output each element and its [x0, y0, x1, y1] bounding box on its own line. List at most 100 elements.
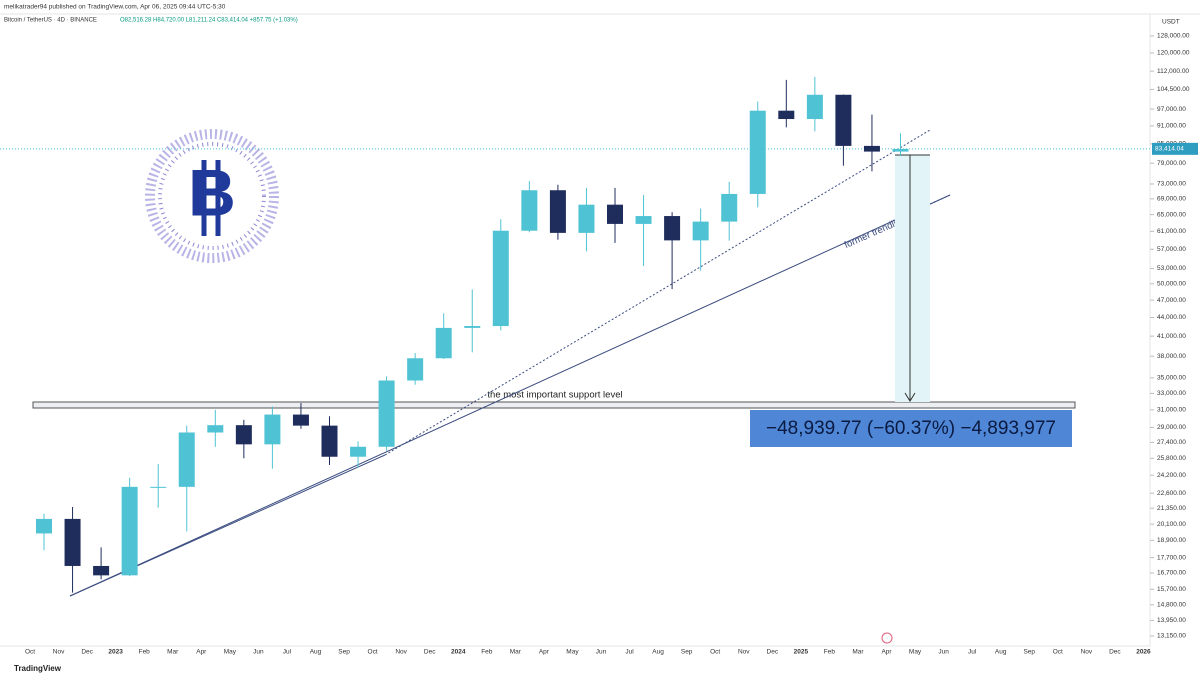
candle-body [607, 204, 623, 224]
candle-body [521, 190, 538, 231]
candle-body [435, 327, 452, 359]
y-tick-label: 18,900.00 [1157, 537, 1186, 544]
y-tick-label: 41,000.00 [1157, 333, 1186, 340]
x-tick-label: Oct [25, 649, 35, 656]
candle-body [778, 110, 795, 120]
y-tick-label: 79,000.00 [1157, 160, 1186, 167]
brand: TradingView [14, 664, 62, 673]
x-tick-label: Feb [139, 649, 151, 656]
x-tick-label: Nov [1081, 649, 1093, 656]
bitcoin-logo: B [145, 129, 279, 263]
x-tick-label: Aug [652, 649, 664, 656]
y-tick-label: 61,000.00 [1157, 228, 1186, 235]
candle-body [235, 425, 252, 445]
y-tick-label: 91,000.00 [1157, 123, 1186, 130]
x-tick-label: Oct [1053, 649, 1063, 656]
x-tick-label: Nov [53, 649, 65, 656]
y-tick-label: 16,700.00 [1157, 570, 1186, 577]
y-tick-label: 53,000.00 [1157, 265, 1186, 272]
candle-body [578, 204, 595, 233]
y-tick-label: 24,200.00 [1157, 472, 1186, 479]
x-tick-label: May [566, 649, 579, 656]
x-tick-label: Dec [767, 649, 779, 656]
x-tick-label: Oct [710, 649, 720, 656]
measure-label: −48,939.77 (−60.37%) −4,893,977 [766, 418, 1056, 439]
x-tick-label: 2026 [1136, 649, 1151, 656]
x-tick-label: 2024 [451, 649, 466, 656]
x-tick-label: Mar [167, 649, 179, 656]
y-tick-label: 20,100.00 [1157, 521, 1186, 528]
candle-body [664, 216, 681, 241]
candle-body [721, 193, 738, 222]
y-tick-label: 120,000.00 [1157, 50, 1190, 57]
y-tick-label: 65,000.00 [1157, 211, 1186, 218]
y-tick-label: 44,000.00 [1157, 314, 1186, 321]
x-tick-label: Jul [283, 649, 292, 656]
x-tick-label: Feb [481, 649, 493, 656]
y-tick-label: 15,700.00 [1157, 586, 1186, 593]
candle-body [292, 414, 309, 426]
candle-body [36, 518, 52, 534]
candle-body [635, 216, 652, 224]
x-tick-label: Nov [738, 649, 750, 656]
candle-body [121, 486, 138, 576]
x-tick-label: Jun [253, 649, 264, 656]
x-tick-label: Apr [539, 649, 550, 656]
candle-body [207, 425, 224, 433]
y-tick-label: 29,000.00 [1157, 424, 1186, 431]
x-tick-label: Mar [852, 649, 864, 656]
candle-body [892, 148, 909, 152]
candle-body [692, 221, 709, 241]
y-tick-label: 104,500.00 [1157, 86, 1190, 93]
y-tick-label: 22,600.00 [1157, 490, 1186, 497]
y-tick-label: 47,000.00 [1157, 297, 1186, 304]
x-tick-label: Aug [310, 649, 322, 656]
candle-body [464, 326, 481, 328]
y-tick-label: 31,000.00 [1157, 407, 1186, 414]
support-band [32, 401, 1076, 409]
x-tick-label: Aug [995, 649, 1007, 656]
x-tick-label: Sep [681, 649, 693, 656]
former-trendline [69, 194, 951, 597]
candle-body [549, 190, 566, 233]
x-tick-label: Sep [1023, 649, 1035, 656]
x-tick-label: Dec [81, 649, 93, 656]
x-tick-label: Jun [596, 649, 607, 656]
candle-body [378, 380, 395, 447]
y-tick-label: 57,000.00 [1157, 246, 1186, 253]
measure-area [895, 155, 930, 402]
y-tick-label: 25,800.00 [1157, 455, 1186, 462]
svg-text:B: B [188, 155, 236, 229]
y-tick-label: 50,000.00 [1157, 281, 1186, 288]
candle-body [178, 432, 195, 487]
last-price-label: 83,414.04 [1155, 146, 1184, 153]
measure-box [750, 410, 1072, 447]
x-tick-label: Dec [424, 649, 436, 656]
support-label: the most important support level [487, 390, 622, 401]
y-tick-label: 73,000.00 [1157, 181, 1186, 188]
x-tick-label: May [909, 649, 922, 656]
x-tick-label: Apr [196, 649, 207, 656]
x-tick-label: 2023 [108, 649, 123, 656]
y-tick-label: 35,000.00 [1157, 375, 1186, 382]
candle-body [806, 94, 823, 120]
currency: USDT [1162, 19, 1180, 26]
x-tick-label: Jun [938, 649, 949, 656]
candle-body [150, 486, 167, 488]
y-tick-label: 97,000.00 [1157, 106, 1186, 113]
symbol-title: Bitcoin / TetherUS · 4D · BINANCE [4, 18, 97, 24]
candle-body [863, 145, 880, 152]
x-tick-label: Nov [395, 649, 407, 656]
x-tick-label: Jul [625, 649, 634, 656]
candle-body [350, 446, 367, 457]
author-line: melikatrader94 published on TradingView.… [4, 4, 226, 11]
candle-body [407, 358, 424, 381]
event-icon [881, 632, 893, 644]
y-tick-label: 27,400.00 [1157, 439, 1186, 446]
x-tick-label: Feb [824, 649, 836, 656]
y-tick-label: 13,950.00 [1157, 617, 1186, 624]
x-tick-label: Jul [968, 649, 977, 656]
y-tick-label: 17,700.00 [1157, 554, 1186, 561]
x-tick-label: Oct [368, 649, 378, 656]
